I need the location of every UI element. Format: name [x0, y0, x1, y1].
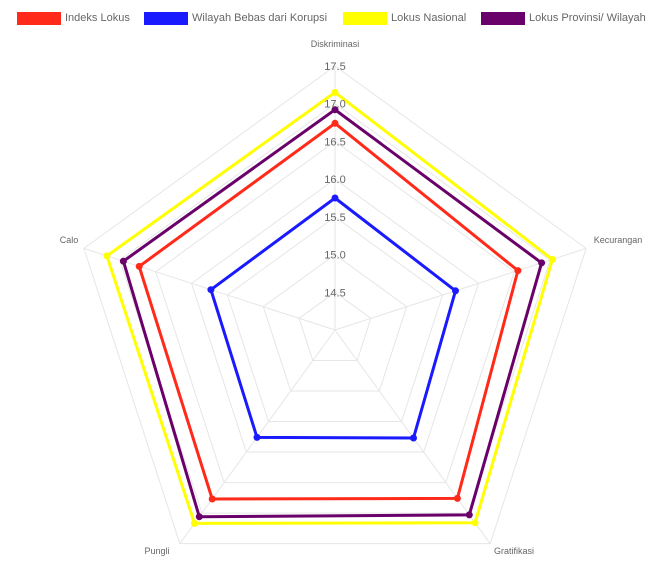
legend-item-lokus-nasional[interactable]: Lokus Nasional [343, 10, 466, 26]
axis-label: Pungli [144, 546, 169, 556]
series-point[interactable] [331, 194, 339, 202]
radar-tick-labels: 14.5 15.0 15.5 16.0 16.5 17.0 17.5 [324, 61, 345, 299]
axis-label: Calo [60, 235, 79, 245]
legend-item-indeks-lokus[interactable]: Indeks Lokus [17, 10, 130, 26]
radar-axis-labels: Diskriminasi Kecurangan Gratifikasi Pungli C… [60, 39, 643, 556]
series-0 [135, 119, 522, 503]
series-point[interactable] [548, 255, 556, 263]
series-point[interactable] [465, 511, 473, 519]
series-point[interactable] [410, 434, 417, 442]
series-line [209, 196, 458, 440]
series-point[interactable] [253, 433, 261, 441]
series-point[interactable] [103, 252, 111, 260]
series-line [137, 121, 520, 501]
series-line [105, 90, 555, 525]
grid-ring [190, 178, 480, 453]
grid-ring [298, 291, 372, 361]
chart-legend: Indeks Lokus Wilayah Bebas dari Korupsi … [0, 10, 667, 26]
grid-ring [119, 103, 551, 514]
series-point[interactable] [135, 262, 143, 270]
series-point[interactable] [514, 267, 522, 275]
grid-ring [155, 140, 515, 484]
grid-ring [226, 216, 444, 422]
tick-label: 17.0 [324, 99, 345, 111]
series-point[interactable] [452, 287, 459, 295]
tick-label: 16.5 [324, 136, 345, 148]
series-point[interactable] [331, 119, 339, 127]
series-point[interactable] [331, 88, 339, 96]
axis-label: Gratifikasi [494, 546, 534, 556]
axis-label: Diskriminasi [311, 39, 360, 49]
legend-item-lokus-provinsi[interactable]: Lokus Provinsi/ Wilayah [481, 10, 646, 26]
series-point[interactable] [208, 495, 216, 503]
tick-label: 15.5 [324, 212, 345, 224]
series-point[interactable] [538, 259, 546, 267]
series-point[interactable] [191, 519, 198, 527]
legend-label-lokus-provinsi: Lokus Provinsi/ Wilayah [529, 12, 646, 24]
series-point[interactable] [207, 286, 215, 294]
legend-label-wilayah-bebas: Wilayah Bebas dari Korupsi [192, 12, 328, 24]
series-line [121, 107, 544, 519]
grid-spoke [334, 247, 587, 331]
tick-label: 14.5 [324, 287, 345, 299]
series-point[interactable] [471, 519, 479, 527]
series-2 [103, 88, 556, 527]
axis-label: Kecurangan [594, 235, 643, 245]
legend-swatch-wilayah-bebas [144, 11, 188, 25]
series-3 [119, 106, 546, 521]
legend-label-indeks-lokus: Indeks Lokus [65, 12, 130, 24]
tick-label: 15.0 [324, 250, 345, 262]
series-point[interactable] [331, 106, 339, 114]
grid-ring [83, 65, 587, 545]
radar-grid [83, 65, 587, 545]
tick-label: 16.0 [324, 174, 345, 186]
legend-item-wilayah-bebas[interactable]: Wilayah Bebas dari Korupsi [144, 10, 327, 26]
radar-series [103, 88, 556, 527]
legend-swatch-lokus-provinsi [481, 11, 525, 25]
series-1 [207, 194, 459, 442]
series-point[interactable] [195, 513, 203, 521]
legend-swatch-lokus-nasional [343, 11, 387, 25]
legend-label-lokus-nasional: Lokus Nasional [391, 12, 467, 24]
tick-label: 17.5 [324, 61, 345, 73]
legend-swatch-indeks-lokus [17, 11, 61, 25]
series-point[interactable] [119, 257, 127, 265]
series-point[interactable] [453, 494, 461, 502]
grid-ring [262, 253, 408, 392]
